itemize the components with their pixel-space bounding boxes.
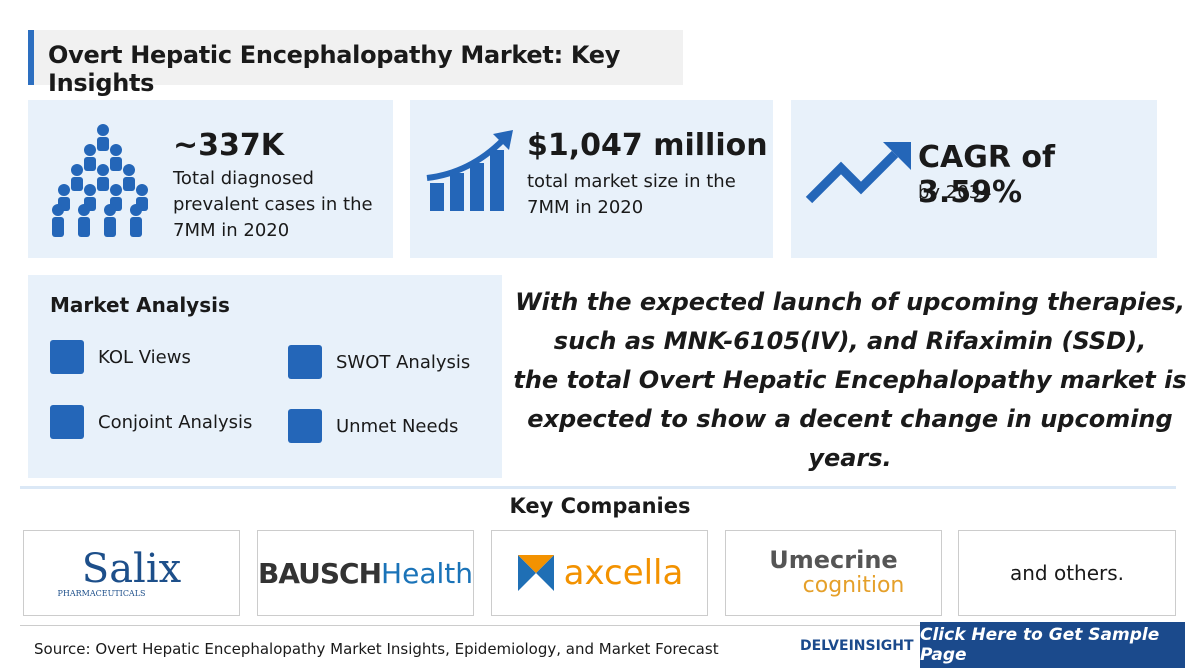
statement-line: expected to show a decent change in upco…: [527, 405, 1173, 472]
analysis-item: Conjoint Analysis: [50, 405, 252, 439]
header-title: Overt Hepatic Encephalopathy Market: Key…: [28, 30, 683, 97]
stat-value: ~337K: [173, 128, 285, 163]
statement: With the expected launch of upcoming the…: [510, 283, 1190, 478]
company-logo: Salix PHARMACEUTICALS: [23, 530, 240, 616]
brand: DELVEINSIGHT: [800, 638, 914, 654]
source: Source: Overt Hepatic Encephalopathy Mar…: [34, 640, 719, 658]
people-icon: [52, 124, 148, 237]
logo-text: Health: [381, 556, 473, 590]
icon: [288, 409, 322, 443]
stat-description: Total diagnosed prevalent cases in the 7…: [173, 168, 373, 241]
analysis-item: SWOT Analysis: [288, 345, 470, 379]
logo-subtext: PHARMACEUTICALS: [57, 588, 146, 598]
stat-description: by 2034: [918, 182, 992, 203]
company-others: and others.: [958, 530, 1176, 616]
stat-card: CAGR of 3.59% by 2034: [791, 100, 1157, 258]
stat-description: total market size in the 7MM in 2020: [527, 171, 736, 218]
analysis-item: KOL Views: [50, 340, 191, 374]
section-title: Market Analysis: [50, 293, 230, 317]
item-label: KOL Views: [98, 346, 191, 368]
trend-icon: [805, 142, 911, 204]
stat-value: $1,047 million: [527, 128, 768, 163]
statement-line: With the expected launch of upcoming the…: [515, 288, 1185, 316]
icon: [50, 405, 84, 439]
sample-button[interactable]: Click Here to Get Sample Page: [920, 622, 1185, 668]
item-label: SWOT Analysis: [336, 351, 471, 373]
divider: [20, 625, 920, 626]
company-logo: axcella: [491, 530, 708, 616]
statement-line: such as MNK-6105(IV), and Rifaximin (SSD…: [553, 327, 1147, 355]
logo-text: axcella: [563, 553, 684, 593]
logo-text: BAUSCH: [258, 556, 382, 590]
analysis-item: Unmet Needs: [288, 409, 458, 443]
statement-line: the total Overt Hepatic Encephalopathy m…: [513, 366, 1187, 394]
stat-value: CAGR of 3.59%: [918, 140, 1056, 210]
item-label: Unmet Needs: [336, 415, 459, 437]
stat-card: $1,047 million total market size in the …: [410, 100, 773, 258]
logo-mark: [517, 555, 554, 591]
stat-card: ~337K Total diagnosed prevalent cases in…: [28, 100, 393, 258]
divider: [20, 486, 1176, 489]
company-logo: BAUSCH Health: [257, 530, 474, 616]
item-label: Conjoint Analysis: [98, 411, 253, 433]
market-analysis: Market Analysis KOL Views SWOT Analysis …: [28, 275, 502, 478]
growth-icon: [426, 130, 513, 211]
section-title: Key Companies: [509, 494, 691, 518]
logo-text: Umecrine: [769, 546, 898, 574]
icon: [50, 340, 84, 374]
icon: [288, 345, 322, 379]
logo-text: cognition: [802, 573, 905, 598]
logo-text: Salix: [81, 545, 182, 592]
company-logo: Umecrine cognition: [725, 530, 942, 616]
